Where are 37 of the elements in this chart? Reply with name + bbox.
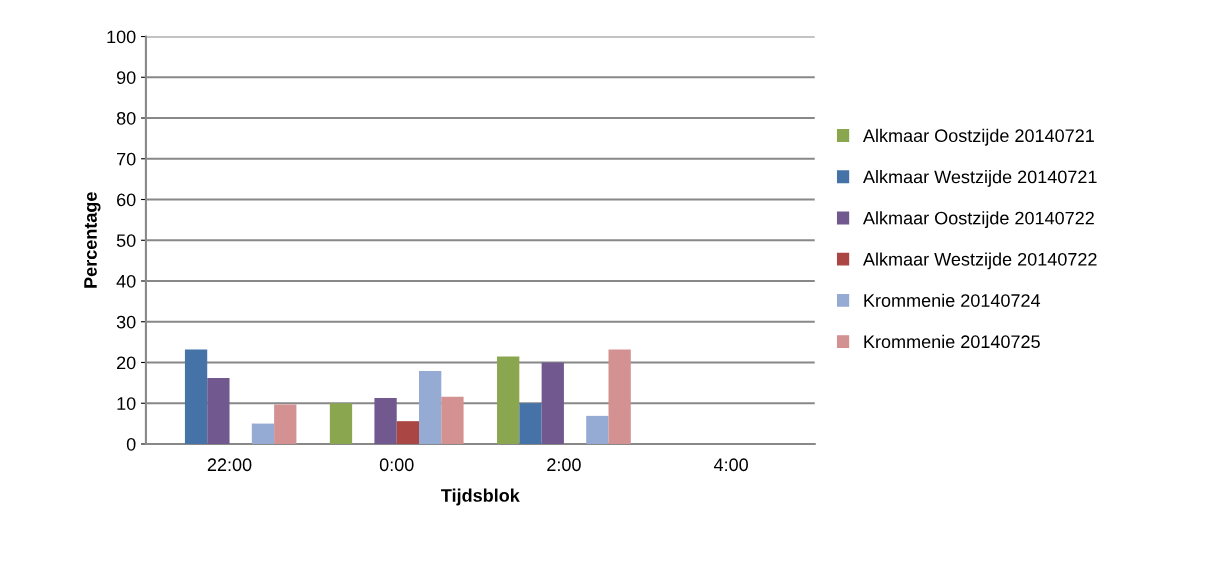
legend-label: Krommenie 20140724 — [864, 293, 1041, 307]
y-tick-label: 60 — [117, 193, 136, 207]
bar — [519, 403, 542, 444]
y-tick-label: 90 — [116, 71, 136, 84]
bar — [497, 356, 520, 444]
x-tick-label: 4:00 — [713, 458, 748, 472]
x-tick-label: 22:00 — [207, 458, 252, 472]
bar — [441, 396, 464, 444]
legend-label: Alkmaar Westzijde 20140721 — [862, 170, 1097, 187]
bar — [396, 421, 420, 444]
bar — [541, 362, 564, 444]
y-tick-label: 50 — [116, 234, 136, 247]
bar — [329, 403, 353, 444]
y-tick-label: 80 — [116, 111, 136, 125]
bar — [419, 371, 442, 444]
bar — [274, 404, 297, 444]
bar — [586, 415, 609, 444]
bar — [184, 349, 208, 444]
legend-label: Alkmaar Oostzijde 20140721 — [862, 128, 1094, 146]
y-tick-label: 100 — [107, 30, 136, 44]
x-tick-label: 0:00 — [379, 458, 414, 472]
y-tick-label: 40 — [116, 274, 136, 288]
bar — [251, 423, 275, 444]
bar — [374, 397, 397, 444]
y-tick-label: 30 — [116, 315, 136, 329]
y-tick-label: 10 — [117, 397, 136, 410]
y-tick-label: 20 — [117, 356, 136, 370]
y-axis-title: Percentage — [84, 192, 101, 288]
y-tick-label: 0 — [126, 437, 136, 451]
x-tick-label: 2:00 — [547, 458, 581, 472]
legend-label: Alkmaar Oostzijde 20140722 — [862, 211, 1094, 229]
y-tick-label: 70 — [117, 152, 136, 166]
x-axis-title: Tijdsblok — [441, 488, 520, 506]
legend-label: Krommenie 20140725 — [864, 334, 1040, 349]
bar — [207, 377, 230, 444]
legend-label: Alkmaar Westzijde 20140722 — [862, 252, 1097, 270]
bar — [608, 349, 631, 444]
